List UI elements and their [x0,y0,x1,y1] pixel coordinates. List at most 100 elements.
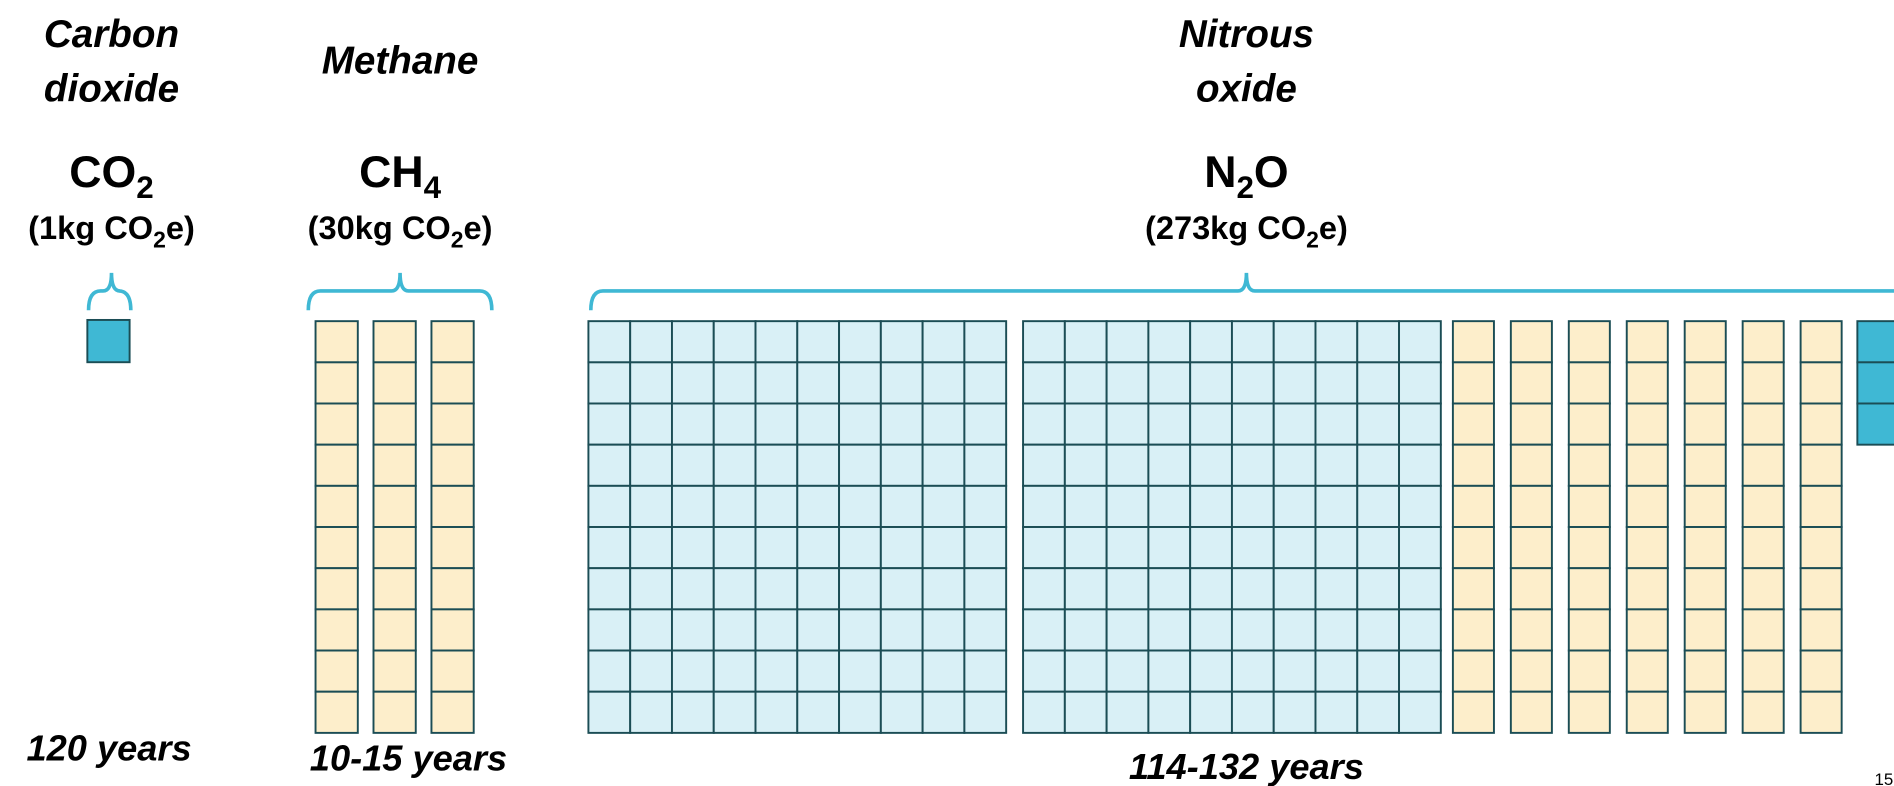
square [1683,526,1727,570]
square [1398,690,1442,734]
square [1022,690,1066,734]
text-part: (30kg CO [308,209,451,246]
square [629,567,673,611]
square [1799,526,1843,570]
square [1063,361,1108,405]
square [796,402,841,446]
square [879,361,924,405]
square [796,526,841,570]
text-part: (273kg CO [1145,209,1306,246]
square [1741,402,1785,446]
square [1272,608,1317,652]
square [963,649,1008,693]
square [1105,361,1150,405]
square [1314,649,1359,693]
square [1625,320,1669,364]
text-part: CO [69,148,136,197]
square [879,526,924,570]
square [1799,443,1843,487]
square [838,649,882,693]
square [1189,608,1233,652]
square [1683,608,1727,652]
brace [86,272,133,311]
square [963,608,1008,652]
square [1683,690,1727,734]
square [1567,649,1611,693]
square [963,526,1008,570]
square [1398,402,1442,446]
square [1741,443,1785,487]
square [1356,649,1401,693]
square [1230,402,1275,446]
co2-equivalent: (1kg CO2e) [28,209,195,252]
square [712,443,757,487]
square [1625,443,1669,487]
square [754,690,799,734]
square [1230,443,1275,487]
square [1272,526,1317,570]
square [587,320,632,364]
square [1105,690,1150,734]
square [1147,690,1192,734]
square [629,690,673,734]
square [1105,649,1150,693]
square [1022,567,1066,611]
square [629,526,673,570]
square [372,402,417,446]
square [1451,526,1495,570]
square [838,402,882,446]
page-number: 15 [1875,770,1894,786]
square [430,484,475,528]
square [754,320,799,364]
square [879,690,924,734]
square [670,320,715,364]
square [1683,567,1727,611]
square [1189,690,1233,734]
square [1147,484,1192,528]
square [879,484,924,528]
square [1314,443,1359,487]
square [314,526,359,570]
square [796,567,841,611]
square [587,361,632,405]
square [1356,690,1401,734]
square [1356,608,1401,652]
square [921,484,966,528]
square [879,608,924,652]
square [1683,443,1727,487]
square [1105,526,1150,570]
square [838,484,882,528]
square [587,443,632,487]
subscript: 2 [1306,227,1319,253]
square [1272,402,1317,446]
square [670,567,715,611]
square [1189,484,1233,528]
square [921,361,966,405]
square [1063,608,1108,652]
square [1147,443,1192,487]
square [372,690,417,734]
square [1022,484,1066,528]
square [1105,443,1150,487]
square [629,649,673,693]
lifetime: 114-132 years [1129,746,1364,786]
co2-equivalent: (30kg CO2e) [308,209,493,252]
square [1105,608,1150,652]
square [1398,567,1442,611]
square [838,526,882,570]
square [1147,567,1192,611]
square [1314,690,1359,734]
square [629,402,673,446]
square [1022,443,1066,487]
square [1509,526,1553,570]
square [712,402,757,446]
square [1105,567,1150,611]
square [1272,443,1317,487]
square [1625,608,1669,652]
square [921,443,966,487]
square [963,361,1008,405]
square [1625,361,1669,405]
square [1451,567,1495,611]
square [1314,320,1359,364]
